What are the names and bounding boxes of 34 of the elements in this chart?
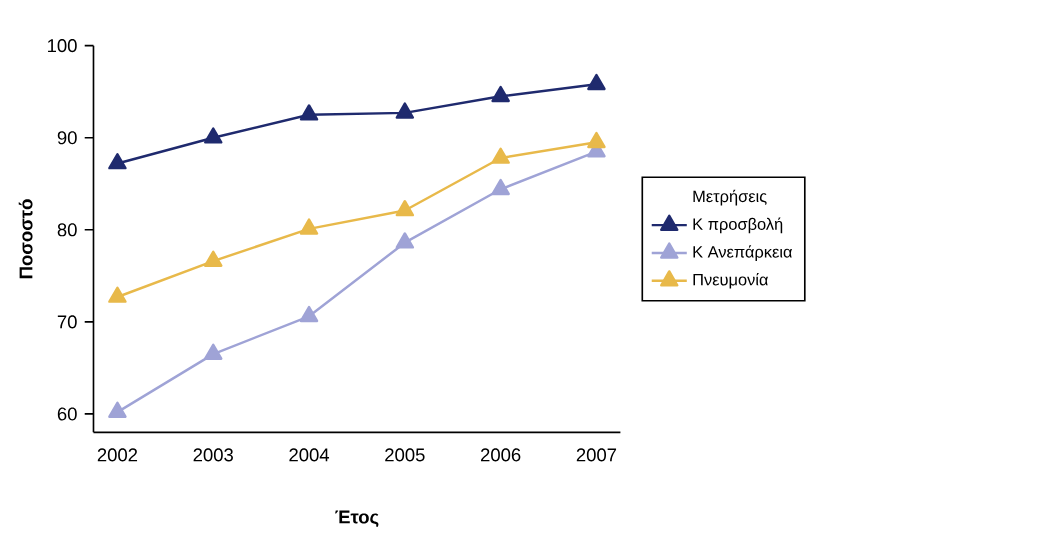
x-tick-label: 2002 (97, 448, 138, 462)
y-tick-label: 60 (57, 407, 77, 421)
point (108, 152, 127, 170)
point (299, 104, 319, 121)
point (395, 232, 415, 249)
point (491, 147, 510, 164)
y-tick-label: 90 (57, 131, 77, 145)
x-tick-label: 2007 (576, 448, 617, 462)
legend-label: Κ Ανεπάρκεια (693, 245, 793, 261)
x-tick-label: 2005 (385, 448, 425, 462)
point (204, 343, 223, 360)
y-tick-label: 100 (48, 38, 77, 53)
point (204, 250, 223, 267)
point (108, 286, 127, 303)
y-axis-title: Ποσοστό (18, 199, 33, 278)
point (587, 131, 606, 149)
point (299, 218, 319, 235)
point (299, 305, 319, 323)
point (491, 85, 510, 102)
x-axis-title: Έτος (335, 510, 379, 527)
x-tick-label: 2003 (193, 448, 233, 462)
y-tick-label: 70 (57, 315, 77, 329)
legend-label: Πνευμονία (693, 272, 768, 289)
point (108, 401, 127, 418)
point (204, 127, 223, 144)
point (395, 199, 415, 217)
legend-title: Μετρήσεις (693, 189, 767, 206)
point (587, 73, 606, 91)
x-tick-label: 2006 (481, 448, 521, 462)
y-tick-label: 80 (57, 223, 77, 237)
point (491, 178, 510, 195)
legend-label: Κ προσβολή (693, 217, 783, 234)
x-tick-label: 2004 (289, 448, 330, 462)
point (395, 102, 415, 119)
